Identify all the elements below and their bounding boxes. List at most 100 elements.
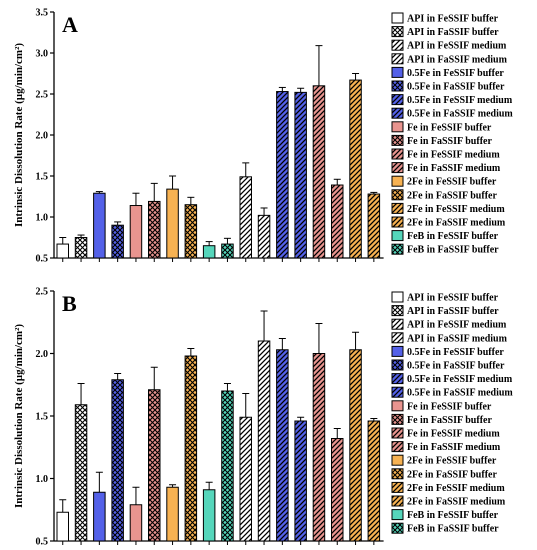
legend-swatch-outline: [391, 53, 404, 65]
bar-pattern: [368, 421, 380, 541]
legend-swatch: [392, 455, 403, 466]
bar-pattern: [276, 91, 289, 258]
bar-pattern: [185, 204, 197, 258]
y-tick-label: 1.0: [36, 474, 49, 485]
bar-pattern: [331, 185, 343, 258]
bar-pattern: [276, 349, 289, 541]
legend-swatch-pattern: [392, 482, 403, 493]
legend-swatch-pattern: [392, 428, 403, 438]
legend-swatch-outline: [391, 162, 404, 174]
bar-outline: [129, 205, 143, 259]
legend-swatch-pattern: [392, 496, 403, 506]
bar-outline: [331, 438, 344, 542]
bar-outline: [74, 404, 88, 542]
legend-swatch-outline: [391, 454, 404, 466]
legend-label: 2Fe in FeSSIF medium: [407, 483, 505, 494]
legend-swatch: [392, 67, 403, 78]
legend-swatch: [392, 13, 403, 23]
y-tick-label: 0.5: [36, 537, 49, 548]
legend-label: 0.5Fe in FeSSIF medium: [407, 374, 513, 385]
bar-outline: [93, 491, 106, 542]
bar-outline: [166, 188, 179, 259]
legend-swatch-pattern: [392, 244, 403, 255]
legend-swatch-outline: [391, 427, 404, 439]
legend-swatch-pattern: [392, 94, 403, 105]
bar-outline: [166, 486, 179, 542]
legend-swatch-outline: [391, 318, 404, 330]
bar-outline: [202, 245, 216, 259]
bar-outline: [367, 420, 381, 542]
y-tick-label: 2.0: [36, 131, 49, 142]
bar-outline: [257, 214, 271, 259]
legend-swatch-pattern: [392, 360, 403, 370]
bar: [130, 205, 142, 258]
legend-label: FeB in FaSSIF buffer: [407, 524, 499, 535]
legend-swatch-outline: [391, 305, 404, 317]
bar-pattern: [294, 421, 307, 541]
bar-pattern: [240, 417, 252, 541]
legend-label: 2Fe in FaSSIF medium: [407, 497, 506, 508]
bar: [203, 245, 215, 258]
legend-swatch-outline: [391, 386, 404, 398]
legend-swatch-outline: [391, 400, 404, 412]
bar-outline: [74, 237, 88, 259]
bar-pattern: [75, 404, 87, 541]
bar-outline: [294, 91, 307, 259]
bar: [93, 193, 106, 258]
legend-swatch: [392, 121, 403, 132]
legend-swatch-outline: [391, 134, 404, 146]
bar-outline: [56, 511, 69, 542]
bar-pattern: [294, 92, 307, 258]
legend-swatch-outline: [391, 373, 404, 385]
legend-label: 0.5Fe in FaSSIF buffer: [407, 361, 505, 372]
legend-swatch-outline: [391, 509, 404, 521]
legend-swatch-outline: [391, 468, 404, 480]
y-tick-label: 1.5: [36, 412, 49, 423]
legend-label: 0.5Fe in FeSSIF buffer: [407, 68, 504, 79]
legend-swatch: [392, 230, 403, 241]
bar-outline: [367, 193, 381, 259]
bar-outline: [56, 243, 69, 259]
legend-swatch-outline: [391, 345, 404, 357]
legend-swatch-outline: [391, 66, 404, 78]
panel-label: B: [62, 291, 77, 316]
legend-swatch-pattern: [392, 26, 403, 37]
bar-pattern: [258, 215, 270, 258]
legend-swatch-outline: [391, 121, 404, 133]
legend-label: FeB in FaSSIF buffer: [407, 245, 499, 256]
legend-swatch-outline: [391, 481, 404, 493]
legend-swatch-outline: [391, 94, 404, 106]
y-tick-label: 0.5: [36, 254, 49, 265]
legend-label: Fe in FeSSIF buffer: [407, 401, 492, 412]
legend-swatch-outline: [391, 359, 404, 371]
bar-outline: [331, 184, 344, 259]
bar-outline: [349, 349, 362, 542]
legend-label: 2Fe in FeSSIF buffer: [407, 456, 497, 467]
legend-swatch-outline: [391, 413, 404, 425]
y-axis-title: Intrinsic Dissolution Rate (µg/min/cm²): [13, 43, 25, 227]
y-tick-label: 2.5: [36, 287, 49, 298]
legend-label: 2Fe in FeSSIF medium: [407, 204, 505, 215]
legend-label: API in FeSSIF buffer: [407, 293, 499, 304]
y-tick-label: 1.5: [36, 172, 49, 183]
legend-label: 0.5Fe in FaSSIF medium: [407, 388, 513, 399]
bar-outline: [129, 504, 143, 542]
legend-swatch: [392, 400, 403, 411]
bar: [130, 504, 142, 541]
bar-outline: [93, 192, 106, 259]
bar-pattern: [313, 353, 325, 541]
legend-label: 2Fe in FeSSIF buffer: [407, 177, 497, 188]
legend-label: API in FaSSIF medium: [407, 333, 508, 344]
bar-outline: [312, 85, 326, 259]
legend-swatch-pattern: [392, 319, 403, 330]
legend-swatch: [392, 509, 403, 520]
bar-pattern: [75, 237, 87, 258]
legend-label: API in FaSSIF medium: [407, 54, 508, 65]
legend-label: API in FeSSIF medium: [407, 41, 507, 52]
y-axis-title: Intrinsic Dissolution Rate (µg/min/cm²): [13, 324, 25, 508]
y-tick-label: 3.0: [36, 49, 49, 60]
legend-swatch-outline: [391, 175, 404, 187]
legend-label: 0.5Fe in FaSSIF buffer: [407, 82, 505, 93]
legend-label: 0.5Fe in FeSSIF medium: [407, 95, 513, 106]
legend-label: FeB in FeSSIF buffer: [407, 510, 499, 521]
